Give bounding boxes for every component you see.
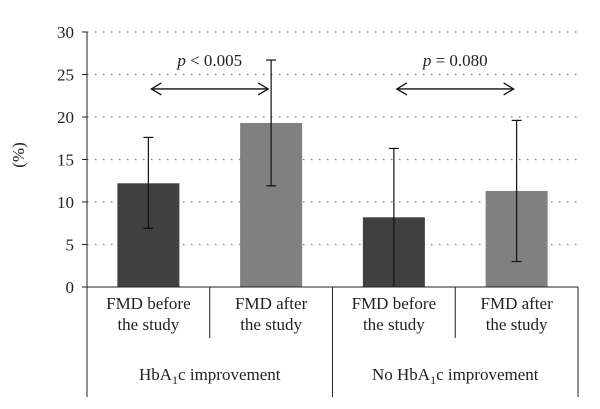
- category-label: FMD after: [235, 294, 308, 313]
- x-axis: FMD before the study FMD after the study FMD…: [86, 286, 579, 397]
- bars: [117, 122, 548, 287]
- group-label: No HbA1c improvement: [372, 365, 539, 387]
- comparisons: p < 0.005 p = 0.080: [150, 51, 515, 96]
- y-tick-label: 25: [57, 66, 74, 85]
- p-value-label: p = 0.080: [422, 51, 488, 70]
- group-label: HbA1c improvement: [139, 365, 281, 387]
- y-axis: 0 5 10 15 20 25 30: [57, 23, 88, 297]
- arrowhead-right: [503, 82, 515, 96]
- error-bars: [143, 59, 522, 287]
- arrowhead-right: [257, 82, 270, 96]
- category-label: the study: [117, 315, 179, 334]
- category-label: FMD before: [352, 294, 437, 313]
- y-tick-label: 10: [57, 193, 74, 212]
- arrowhead-left: [150, 82, 162, 96]
- y-tick-label: 30: [57, 23, 74, 42]
- y-tick-label: 20: [57, 108, 74, 127]
- category-label: FMD before: [106, 294, 191, 313]
- category-label: FMD after: [481, 294, 554, 313]
- arrowhead-left: [395, 82, 408, 96]
- y-tick-label: 0: [66, 278, 75, 297]
- y-tick-label: 5: [66, 236, 75, 255]
- category-label: the study: [240, 315, 302, 334]
- p-value-label: p < 0.005: [176, 51, 242, 70]
- y-axis-label: (%): [9, 142, 28, 167]
- y-tick-label: 15: [57, 151, 74, 170]
- category-label: the study: [363, 315, 425, 334]
- category-label: the study: [486, 315, 548, 334]
